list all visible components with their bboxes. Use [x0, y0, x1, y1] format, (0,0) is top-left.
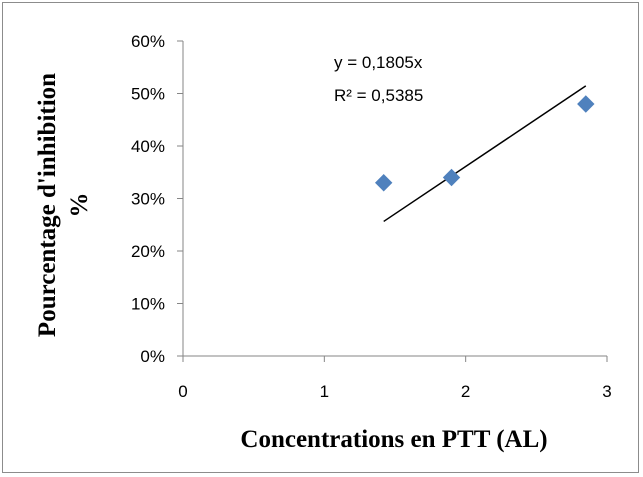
ticks: 0% 10% 20% 30% 40% 50% 60% 0 1 2 3 [131, 32, 612, 401]
y-axis-label-line1: Pourcentage d'inhibition [34, 73, 61, 337]
x-tick-label: 3 [602, 382, 611, 401]
y-tick-label: 20% [131, 242, 165, 261]
data-point-diamond [577, 95, 595, 113]
data-points [374, 95, 595, 192]
y-tick-label: 30% [131, 190, 165, 209]
data-point-diamond [442, 168, 461, 187]
y-tick-label: 10% [131, 295, 165, 314]
chart-frame [2, 2, 639, 473]
trendline-group [383, 85, 587, 223]
y-tick-label: 60% [131, 32, 165, 51]
data-point-diamond [374, 174, 393, 192]
x-tick-label: 0 [178, 382, 187, 401]
trendline-equation: y = 0,1805x [334, 53, 423, 72]
x-tick-label: 2 [461, 382, 470, 401]
trendline [383, 85, 587, 223]
trendline-r-squared: R² = 0,5385 [334, 86, 423, 105]
y-tick-label: 0% [140, 347, 165, 366]
y-axis-label-group: Pourcentage d'inhibition% [34, 73, 93, 337]
x-axis-label: Concentrations en PTT (AL) [240, 426, 547, 453]
y-tick-label: 50% [131, 85, 165, 104]
x-tick-label: 1 [320, 382, 329, 401]
y-axis-label-line2: % [66, 193, 93, 218]
y-tick-label: 40% [131, 137, 165, 156]
